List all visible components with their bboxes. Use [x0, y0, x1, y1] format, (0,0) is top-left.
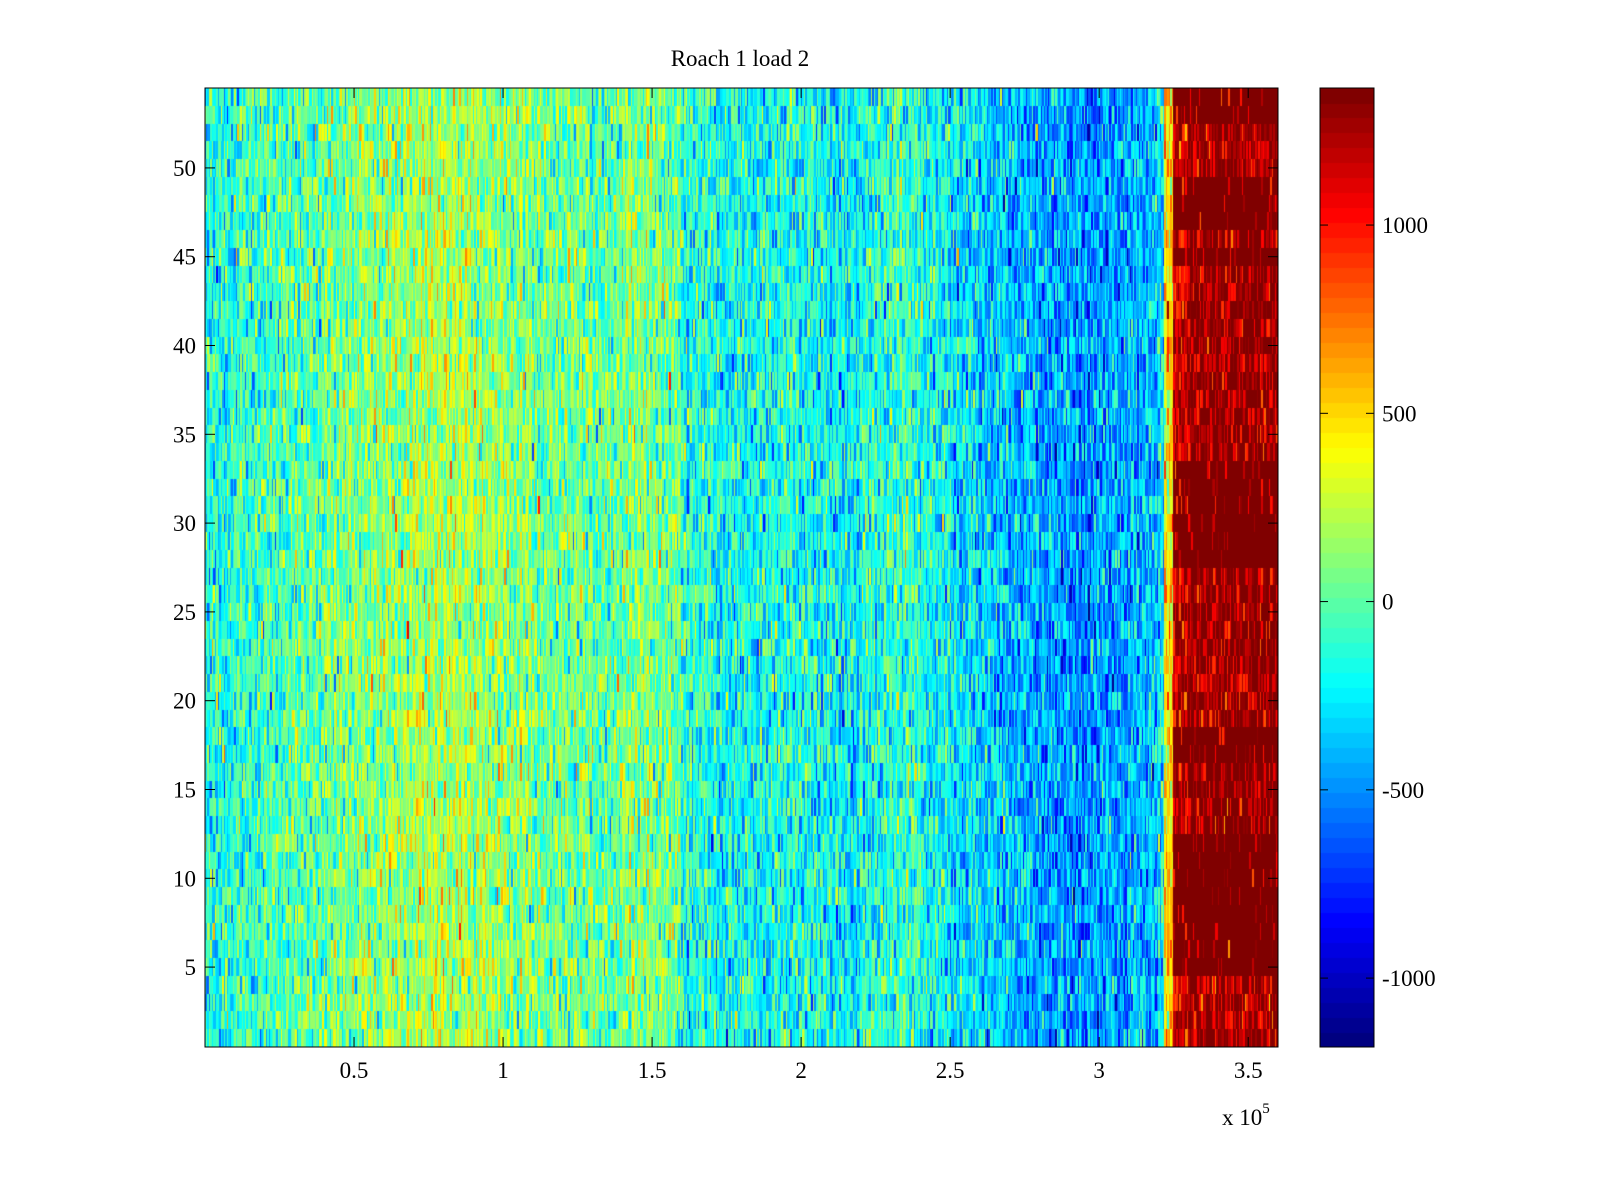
x-tick-label: 3	[1093, 1058, 1105, 1083]
colorbar-tick-label: -1000	[1382, 966, 1436, 991]
colorbar-tick-label: -500	[1382, 778, 1424, 803]
x-tick-label: 0.5	[340, 1058, 369, 1083]
y-tick-label: 40	[173, 334, 196, 359]
colorbar-frame	[1319, 87, 1375, 1048]
y-tick-label: 50	[173, 156, 196, 181]
colorbar-tick-label: 500	[1382, 401, 1417, 426]
plot-frame	[204, 87, 1279, 1048]
colorbar-tick-label: 0	[1382, 590, 1394, 615]
x-multiplier-label: x 105	[1222, 1101, 1270, 1130]
y-tick-label: 15	[173, 777, 196, 802]
x-tick-label: 1.5	[638, 1058, 667, 1083]
y-tick-label: 30	[173, 511, 196, 536]
x-tick-label: 2.5	[936, 1058, 965, 1083]
y-tick-label: 10	[173, 866, 196, 891]
chart-title: Roach 1 load 2	[671, 46, 810, 71]
colorbar-gradient	[1320, 88, 1374, 1047]
heatmap-cells	[205, 88, 1278, 1047]
y-tick-label: 5	[185, 955, 197, 980]
y-tick-label: 45	[173, 245, 196, 270]
y-tick-label: 20	[173, 689, 196, 714]
x-tick-label: 3.5	[1234, 1058, 1263, 1083]
y-tick-label: 25	[173, 600, 196, 625]
x-tick-label: 1	[497, 1058, 509, 1083]
colorbar-tick-label: 1000	[1382, 213, 1428, 238]
x-tick-label: 2	[795, 1058, 807, 1083]
y-tick-label: 35	[173, 422, 196, 447]
